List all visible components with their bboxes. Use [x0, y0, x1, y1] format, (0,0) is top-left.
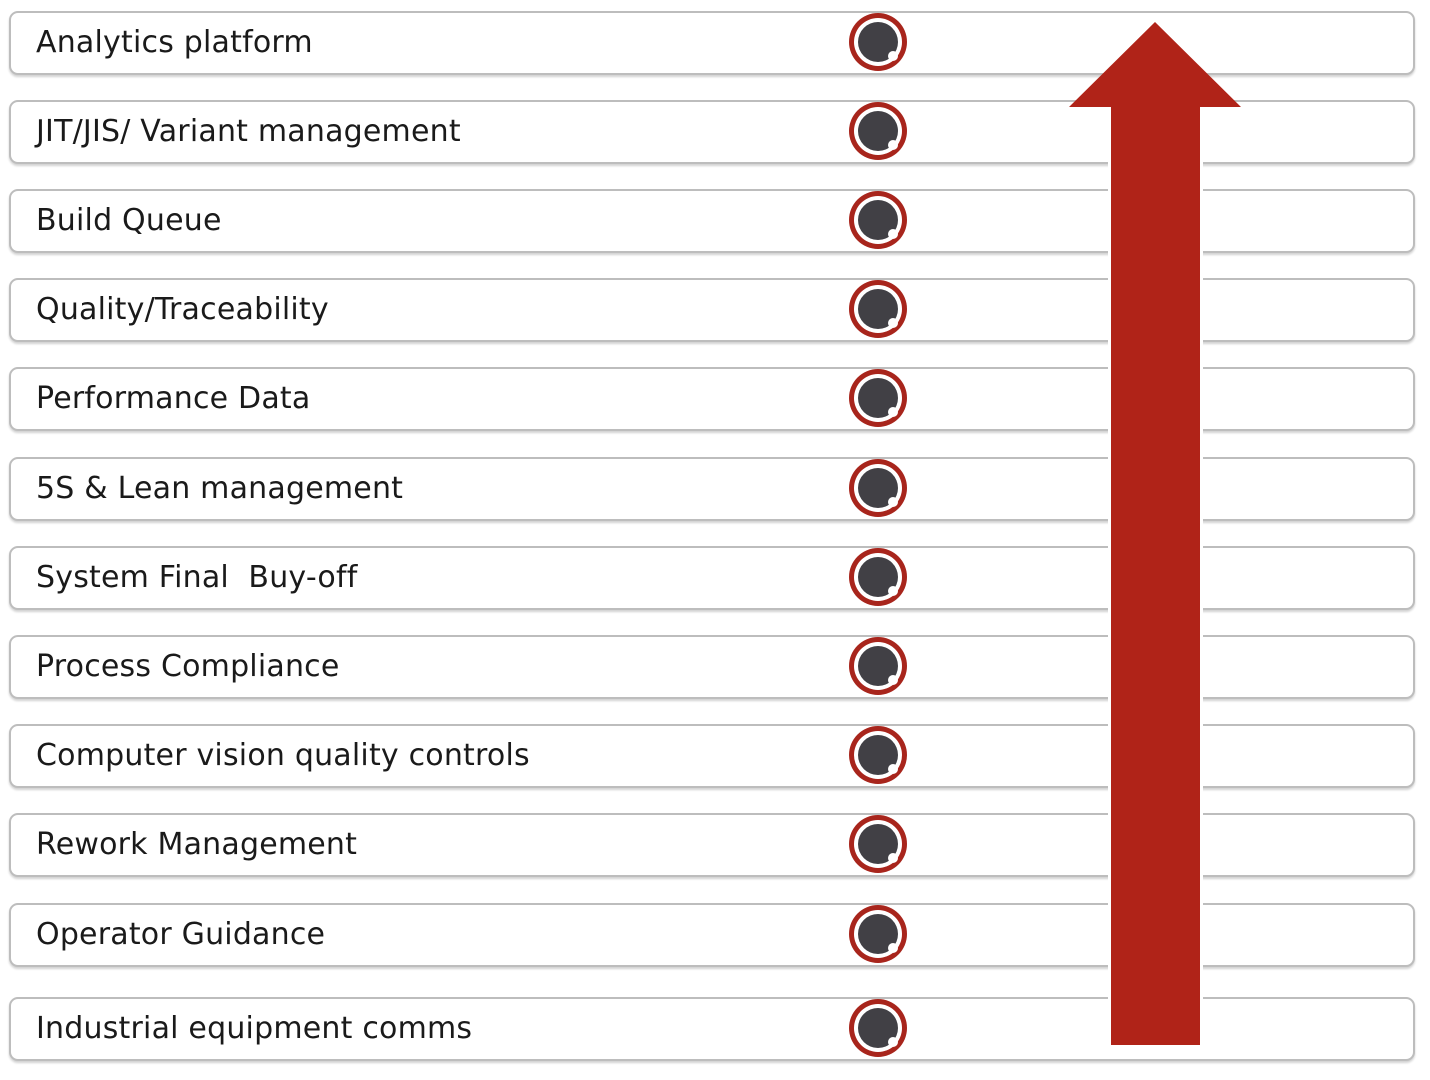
- row-label: Computer vision quality controls: [36, 738, 530, 773]
- row-label: Performance Data: [36, 381, 311, 416]
- circle-marker-icon: [849, 102, 907, 160]
- circle-marker-icon: [849, 726, 907, 784]
- circle-marker-icon: [849, 815, 907, 873]
- row-label: Industrial equipment comms: [36, 1011, 473, 1046]
- row-label: Operator Guidance: [36, 917, 326, 952]
- circle-marker-icon: [849, 999, 907, 1057]
- row-label: 5S & Lean management: [36, 471, 404, 506]
- row-label: Quality/Traceability: [36, 292, 329, 327]
- circle-marker-icon: [849, 280, 907, 338]
- row-label: Analytics platform: [36, 25, 313, 60]
- circle-marker-icon: [849, 191, 907, 249]
- row-label: JIT/JIS/ Variant management: [36, 114, 461, 149]
- circle-marker-icon: [849, 369, 907, 427]
- row-label: Process Compliance: [36, 649, 340, 684]
- circle-marker-icon: [849, 548, 907, 606]
- circle-marker-icon: [849, 459, 907, 517]
- row-label: Build Queue: [36, 203, 222, 238]
- row-label: System Final Buy-off: [36, 560, 358, 595]
- circle-marker-icon: [849, 13, 907, 71]
- stack-row-industrial-equipment-comms: Industrial equipment comms: [9, 997, 1415, 1061]
- circle-marker-icon: [849, 637, 907, 695]
- stack-row-analytics-platform: Analytics platform: [9, 11, 1415, 75]
- row-label: Rework Management: [36, 827, 358, 862]
- circle-marker-icon: [849, 905, 907, 963]
